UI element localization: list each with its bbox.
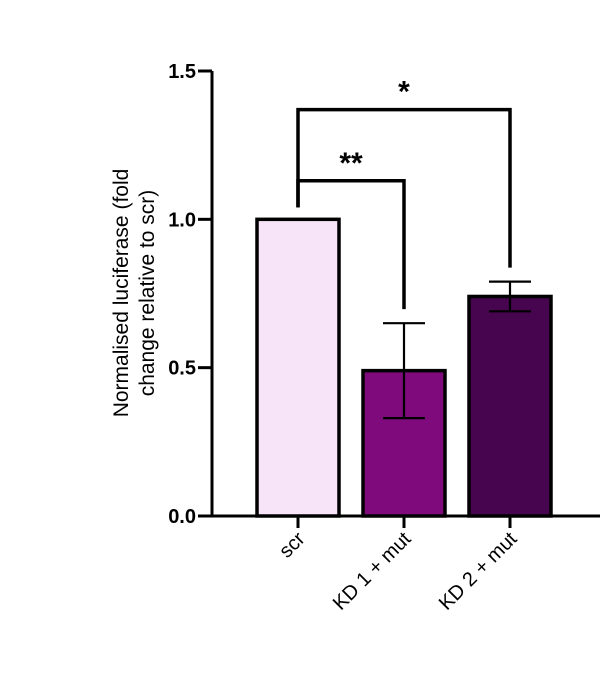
- y-tick-label-2: 1.0: [168, 209, 196, 231]
- x-tick-label-1: KD 1 + mut: [329, 528, 416, 615]
- y-axis-title-line-1: Normalised luciferase (fold: [110, 169, 133, 418]
- y-tick-label-0: 0.0: [168, 506, 196, 528]
- x-tick-label-2: KD 2 + mut: [435, 528, 522, 615]
- bar-0: [255, 217, 341, 518]
- bar-2: [467, 294, 553, 518]
- significance-label-0: **: [339, 147, 363, 180]
- y-axis-title: Normalised luciferase (fold change relat…: [110, 169, 159, 418]
- y-tick-label-3: 1.5: [168, 61, 196, 83]
- x-tick-label-0: scr: [275, 528, 310, 563]
- y-tick-label-1: 0.5: [168, 358, 196, 380]
- y-axis-title-line-2: change relative to scr): [136, 190, 159, 397]
- significance-bracket-1: [296, 107, 512, 268]
- significance-label-1: *: [398, 76, 410, 109]
